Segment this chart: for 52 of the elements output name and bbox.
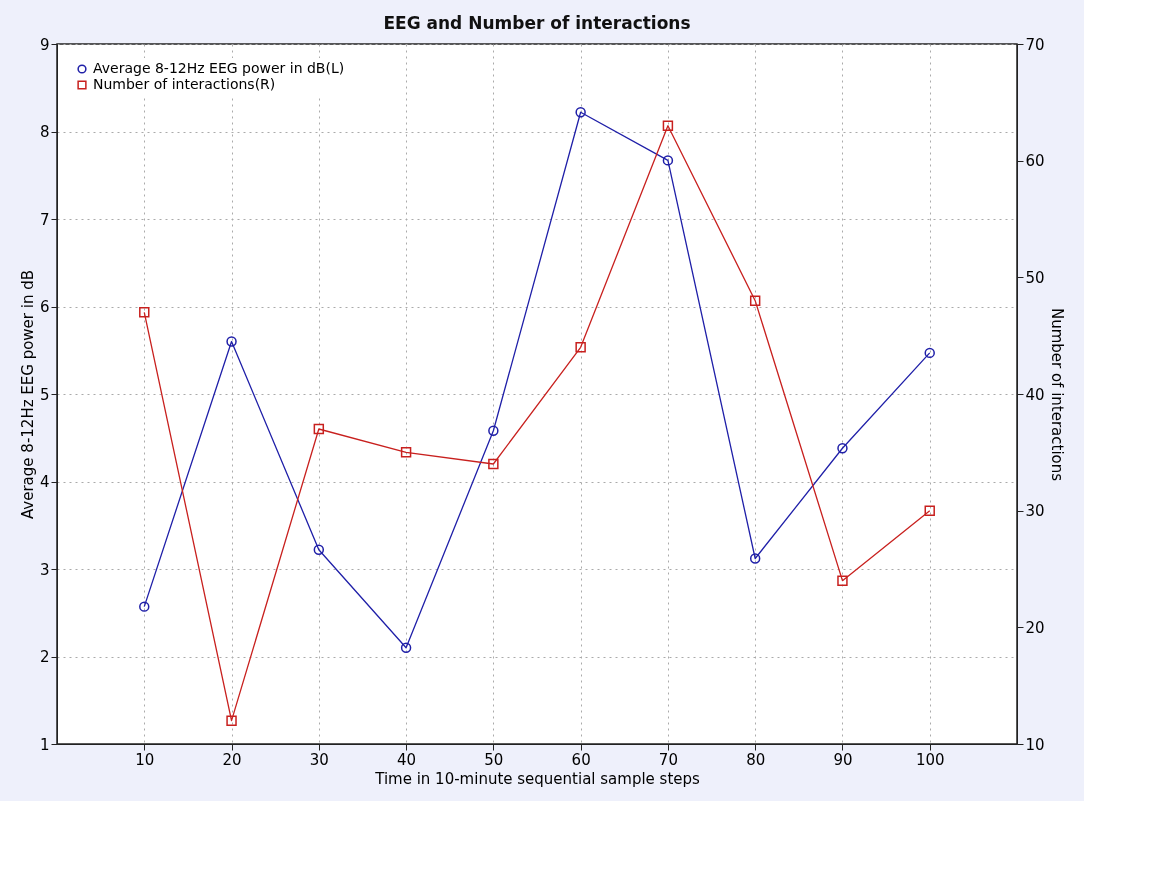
y2-axis-title: Number of interactions — [1047, 307, 1066, 482]
point — [313, 544, 325, 555]
y-tick-label: 3 — [39, 560, 50, 579]
point — [488, 425, 499, 436]
x-tick-label: 30 — [309, 750, 329, 769]
y-tick-label: 1 — [39, 735, 50, 754]
y2-tick-label: 30 — [1025, 502, 1045, 521]
y-tick-label: 5 — [39, 385, 50, 404]
y-tick-label: 8 — [39, 123, 50, 141]
point — [400, 642, 412, 653]
y-tick-label: 7 — [39, 210, 50, 229]
y-axis-title: Average 8-12Hz EEG power in dB — [18, 269, 37, 520]
legend-label: Number of interactions(R) — [93, 76, 276, 92]
y2-tick-label: 10 — [1025, 735, 1045, 754]
x-tick-label: 90 — [833, 750, 853, 769]
point — [749, 553, 761, 564]
point — [226, 336, 237, 347]
x-tick-label: 60 — [571, 750, 591, 769]
point — [226, 715, 237, 726]
y2-tick-label: 60 — [1025, 152, 1045, 171]
y2-tick-label: 20 — [1025, 618, 1045, 637]
point — [139, 307, 150, 318]
x-axis-title: Time in 10-minute sequential sample steps — [374, 769, 700, 788]
point — [313, 423, 325, 435]
y-tick-label: 9 — [39, 35, 50, 54]
x-tick-label: 80 — [746, 750, 766, 769]
x-tick-label: 40 — [397, 750, 417, 769]
x-tick-label: 70 — [658, 750, 678, 769]
y2-tick-label: 70 — [1025, 35, 1045, 54]
point — [488, 458, 499, 470]
point — [837, 443, 848, 454]
point — [400, 447, 412, 458]
y2-tick-label: 50 — [1025, 268, 1045, 287]
point — [662, 155, 674, 166]
point — [749, 295, 761, 306]
point — [139, 601, 150, 612]
y-tick-label: 6 — [39, 298, 50, 316]
point — [924, 505, 935, 516]
chart-title: EEG and Number of interactions — [383, 13, 691, 33]
x-tick-label: 50 — [484, 750, 504, 769]
y-tick-label: 4 — [39, 473, 50, 491]
legend-label: Average 8-12Hz EEG power in dB(L) — [93, 60, 345, 76]
y-tick-label: 2 — [39, 648, 50, 666]
point — [924, 347, 935, 359]
point — [575, 107, 586, 118]
x-tick-label: 100 — [915, 750, 945, 769]
point — [837, 575, 848, 586]
point — [575, 342, 586, 353]
point — [662, 120, 674, 131]
x-tick-label: 20 — [222, 750, 242, 769]
x-tick-label: 10 — [135, 750, 155, 769]
y2-tick-label: 40 — [1025, 385, 1045, 404]
